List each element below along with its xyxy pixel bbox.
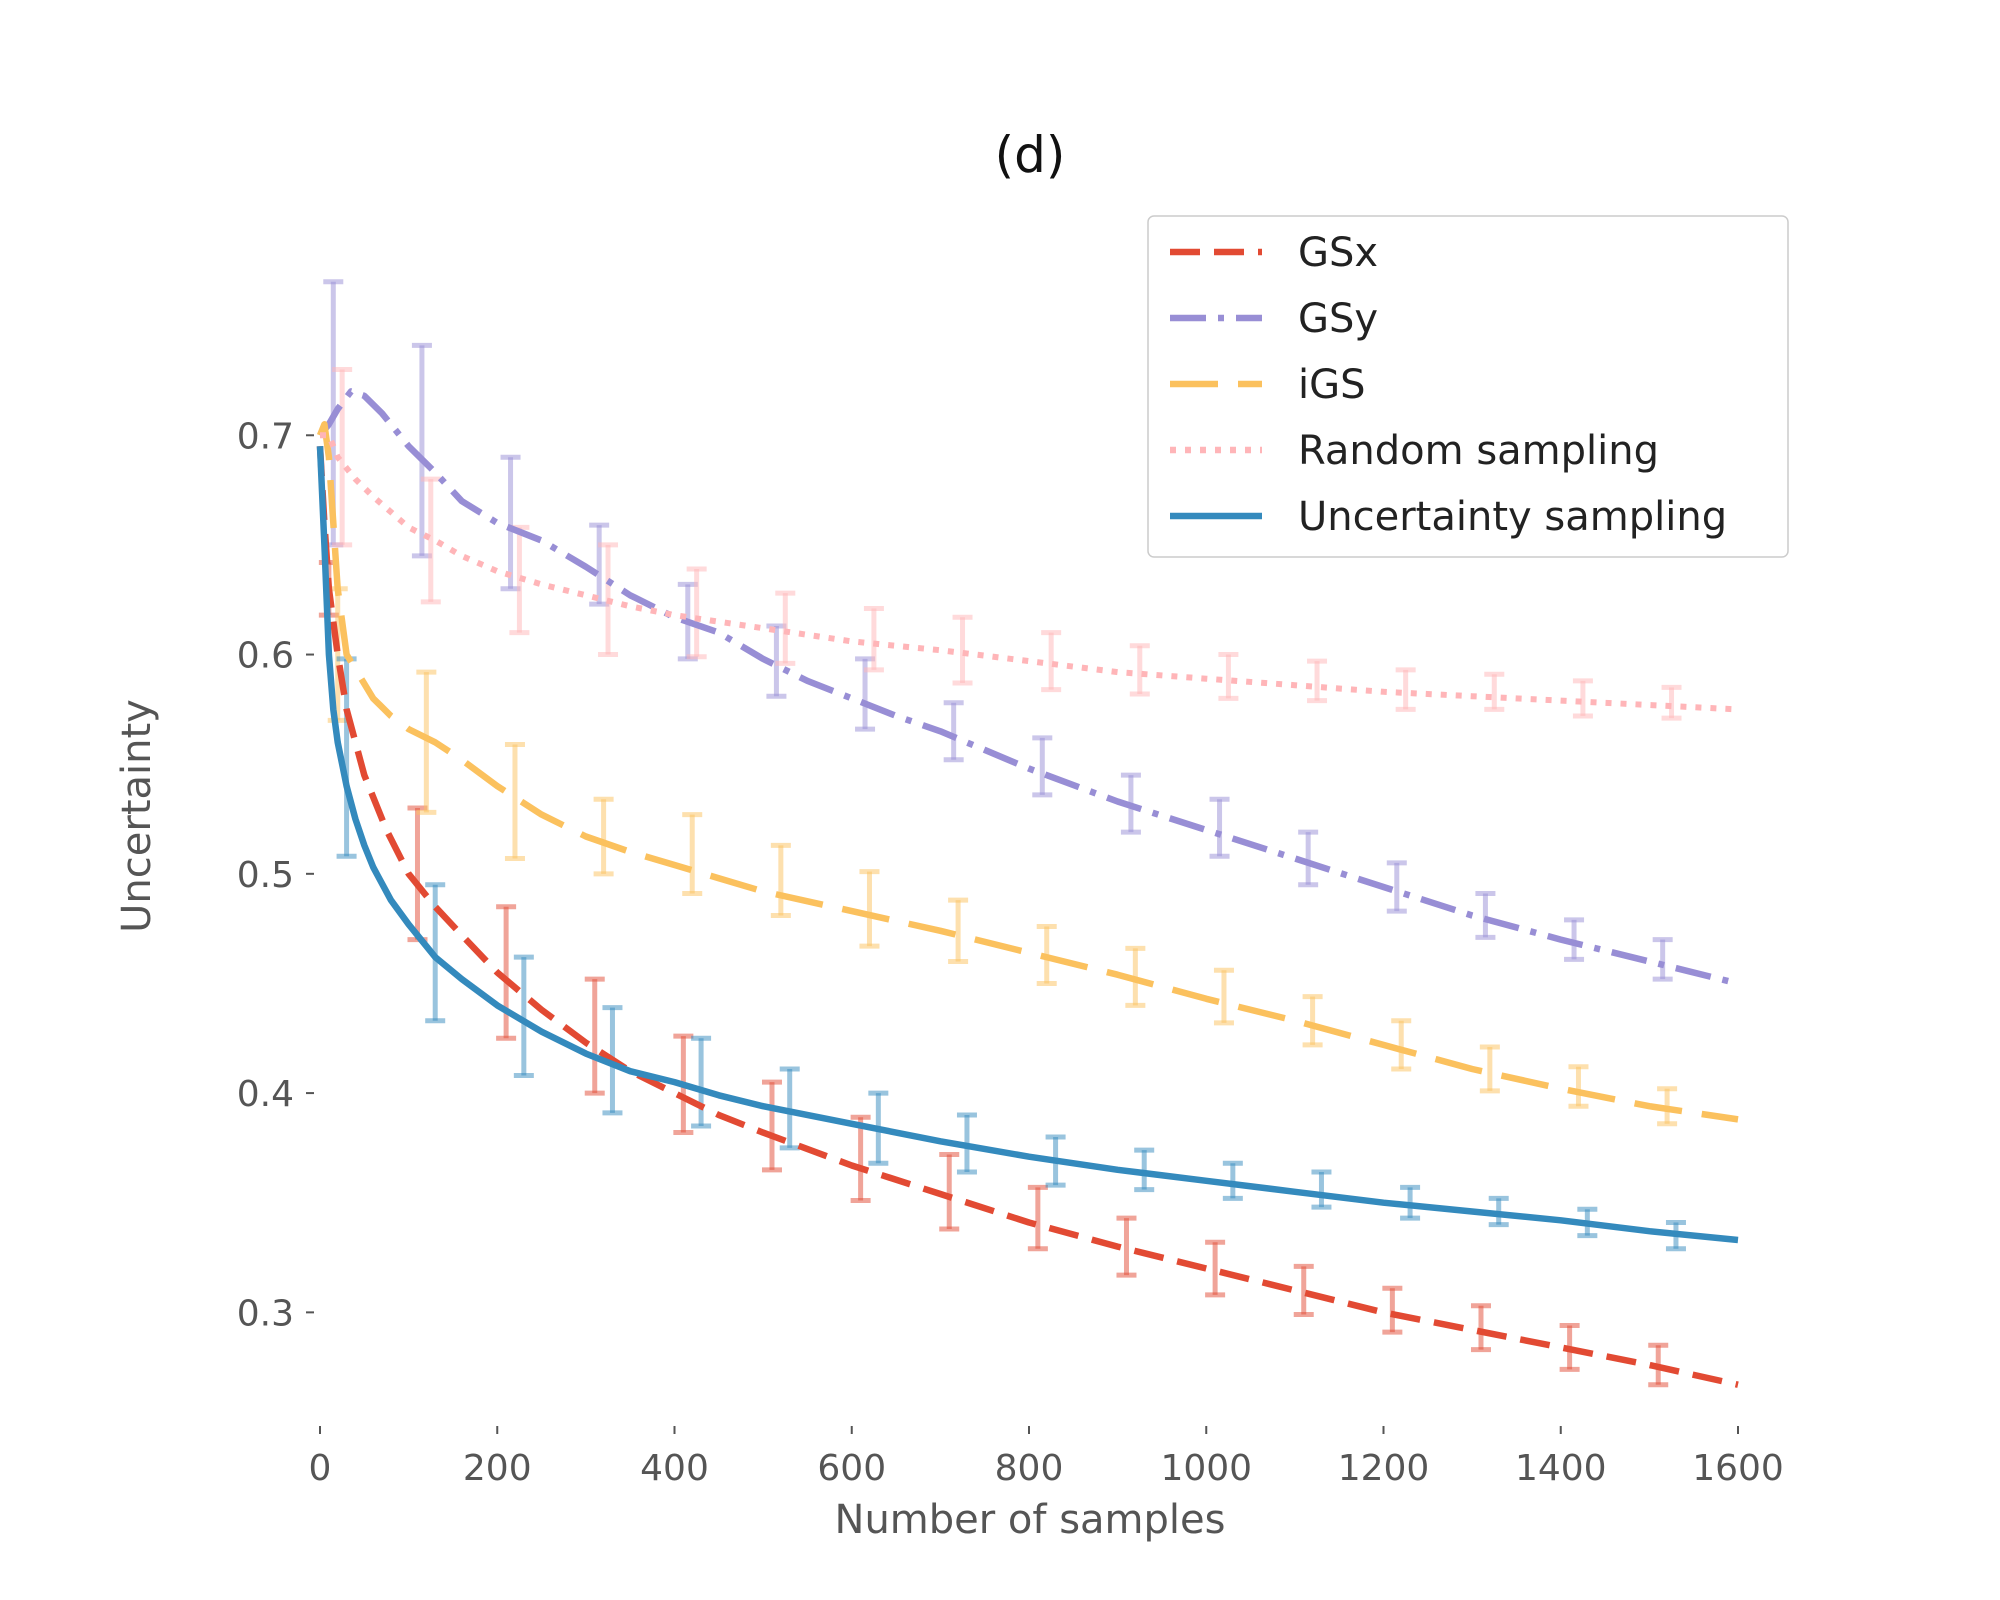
errorbar-gsy <box>1032 735 1053 798</box>
errorbar-igs <box>948 897 969 965</box>
legend-label: iGS <box>1298 362 1366 408</box>
legend-label: Uncertainty sampling <box>1298 494 1727 540</box>
errorbar-uncertainty-sampling <box>1311 1169 1332 1210</box>
errorbar-gsx <box>496 904 517 1041</box>
x-tick-label: 1200 <box>1338 1448 1430 1489</box>
errorbar-random-sampling <box>775 590 796 666</box>
errorbar-random-sampling <box>686 566 707 660</box>
legend-item-gsy: GSy <box>1170 296 1378 342</box>
errorbar-gsx <box>1382 1285 1403 1335</box>
series-line-uncertainty-sampling <box>316 446 1739 1244</box>
errorbar-random-sampling <box>1661 684 1682 721</box>
errorbar-igs <box>593 796 614 877</box>
errorbar-gsx <box>1116 1215 1137 1278</box>
errorbar-igs <box>1568 1064 1589 1109</box>
errorbar-igs <box>859 869 880 949</box>
errorbar-gsy <box>1475 891 1496 940</box>
legend-label: Random sampling <box>1298 428 1659 474</box>
errorbar-random-sampling <box>952 614 973 686</box>
errorbar-gsx <box>761 1079 782 1173</box>
errorbar-igs <box>1391 1018 1412 1072</box>
errorbar-gsx <box>850 1114 871 1204</box>
errorbar-random-sampling <box>1395 667 1416 712</box>
legend-item-gsx: GSx <box>1170 230 1378 276</box>
errorbar-igs <box>504 741 525 861</box>
x-tick-label: 200 <box>463 1448 532 1489</box>
legend-item-igs: iGS <box>1170 362 1366 408</box>
errorbar-uncertainty-sampling <box>513 954 534 1079</box>
x-axis-label: Number of samples <box>835 1497 1226 1543</box>
errorbar-igs <box>682 812 703 897</box>
errorbar-random-sampling <box>863 605 884 673</box>
x-tick-label: 1400 <box>1515 1448 1607 1489</box>
y-tick-label: 0.3 <box>237 1293 294 1334</box>
errorbar-gsx <box>1205 1239 1226 1298</box>
errorbar-igs <box>1302 994 1323 1048</box>
errorbars-random-sampling <box>332 366 1682 721</box>
errorbar-random-sampling <box>1307 658 1328 704</box>
x-tick-label: 1600 <box>1692 1448 1784 1489</box>
errorbar-gsx <box>1027 1184 1048 1252</box>
errorbar-gsx <box>1293 1263 1314 1318</box>
y-axis-label: Uncertainty <box>114 699 160 933</box>
x-tick-label: 800 <box>995 1448 1064 1489</box>
x-tick-label: 0 <box>309 1448 332 1489</box>
y-tick-label: 0.4 <box>237 1074 294 1115</box>
errorbar-gsy <box>1652 937 1673 982</box>
errorbar-gsy <box>1386 860 1407 914</box>
series-line-gsx <box>316 446 1739 1388</box>
errorbars-igs <box>327 586 1678 1127</box>
errorbar-gsy <box>1209 796 1230 859</box>
errorbar-random-sampling <box>1484 671 1505 712</box>
errorbar-igs <box>1213 967 1234 1026</box>
series-line-random-sampling <box>320 432 1739 713</box>
legend: GSx GSy iGS Random sampling Uncertainty samp… <box>1147 215 1789 558</box>
errorbar-uncertainty-sampling <box>1222 1160 1243 1201</box>
legend-label: GSy <box>1298 296 1378 342</box>
x-tick-label: 600 <box>817 1448 886 1489</box>
legend-box <box>1147 215 1789 558</box>
chart-title: (d) <box>995 126 1066 184</box>
series-lines-layer <box>316 388 1739 1388</box>
legend-label: GSx <box>1298 230 1378 276</box>
errorbar-random-sampling <box>1572 678 1593 719</box>
errorbar-random-sampling <box>420 476 441 605</box>
errorbar-igs <box>416 669 437 815</box>
errorbars-uncertainty-sampling <box>336 656 1686 1252</box>
errorbar-random-sampling <box>1218 652 1239 701</box>
errorbar-gsy <box>943 700 964 763</box>
legend-item-uncertainty-sampling: Uncertainty sampling <box>1170 494 1727 540</box>
errorbar-random-sampling <box>1041 630 1062 693</box>
errorbar-random-sampling <box>1129 643 1150 697</box>
errorbar-random-sampling <box>332 366 353 548</box>
series-line-igs <box>316 421 1739 1123</box>
errorbar-gsx <box>584 976 605 1096</box>
series-line-gsy <box>317 388 1739 987</box>
errorbar-igs <box>1479 1044 1500 1094</box>
x-tick-label: 400 <box>640 1448 709 1489</box>
legend-item-random-sampling: Random sampling <box>1170 428 1659 474</box>
errorbar-gsx <box>939 1151 960 1232</box>
axis-ticks-layer: 0 200 400 600 800 1000 1200 1400 1600 0.3 0.4 0.5 0.… <box>237 416 1784 1489</box>
errorbar-uncertainty-sampling <box>691 1035 712 1129</box>
errorbars-gsx <box>318 559 1669 1388</box>
errorbar-igs <box>770 842 791 918</box>
x-tick-label: 1000 <box>1160 1448 1252 1489</box>
errorbar-gsx <box>1470 1303 1491 1353</box>
y-tick-label: 0.7 <box>237 416 294 457</box>
errorbar-gsy <box>1298 829 1319 888</box>
y-tick-label: 0.6 <box>237 636 294 677</box>
y-tick-label: 0.5 <box>237 855 294 896</box>
